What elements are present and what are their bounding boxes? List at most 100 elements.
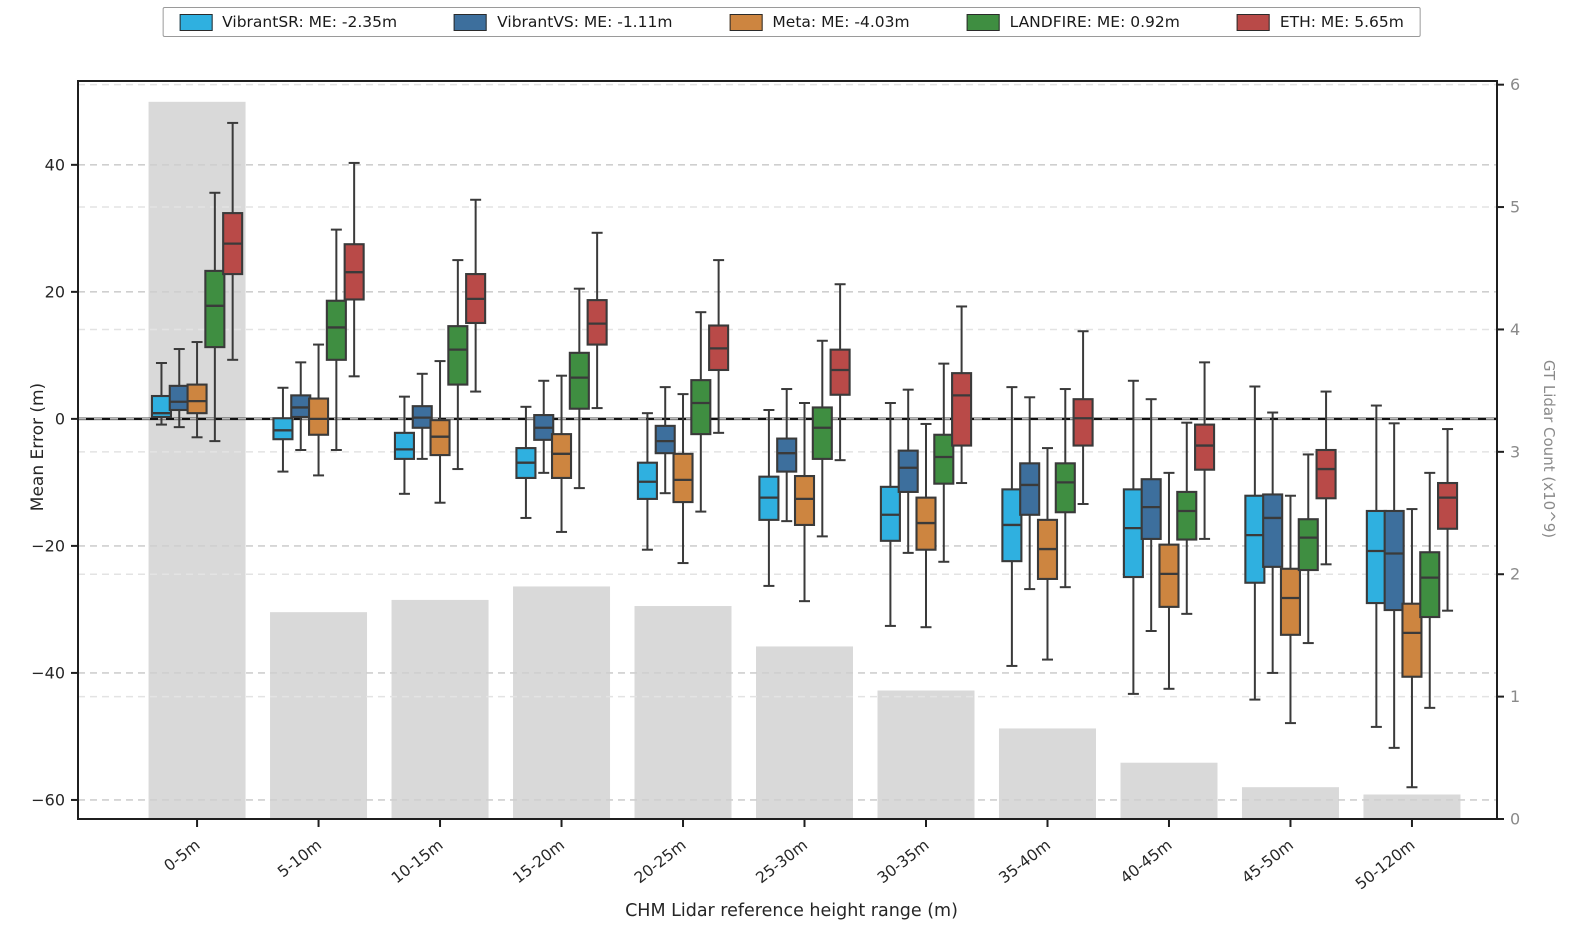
series-landfire [204,191,1441,709]
legend-item-landfire: LANDFIRE: ME: 0.92m [966,13,1180,31]
y2-tick-label: 0 [1510,810,1520,829]
bar [148,101,246,819]
vibrantsr-swatch-icon [179,13,213,31]
y2-tick-label: 4 [1510,320,1520,339]
box [1383,509,1405,612]
right-axis: 0 1 2 3 4 5 6 [1497,75,1520,829]
y2-tick-label: 2 [1510,565,1520,584]
bar [877,690,975,819]
boxplot [1279,494,1302,725]
boxplot [654,386,676,495]
boxplot [1419,471,1441,709]
box [290,394,312,419]
boxplot [690,311,712,513]
meta-swatch-icon [729,13,763,31]
boxplot [897,388,919,554]
boxplot [1437,428,1459,612]
boxplot [1054,388,1076,589]
box [307,397,330,436]
bar [1120,762,1218,819]
legend-label: Meta: ME: -4.03m [772,13,910,31]
box [1401,602,1423,678]
bar [1241,787,1339,819]
boxplot [758,408,780,587]
legend-label: LANDFIRE: ME: 0.92m [1009,13,1180,31]
boxplot [933,362,955,563]
boxplot [708,259,730,434]
boxplot [222,121,244,361]
box [654,424,676,455]
boxplot [1315,390,1337,566]
boxplot [447,259,469,471]
box [1122,488,1144,579]
boxplot [1019,396,1041,591]
boxplot [515,405,537,519]
x-tick-label: 15-20m [510,836,568,887]
bar [513,586,611,819]
boxplot [1158,471,1180,690]
boxplot [343,161,365,378]
legend-label: VibrantSR: ME: -2.35m [222,13,398,31]
bar [998,728,1096,819]
boxplot [1036,447,1059,661]
boxplot [915,422,937,629]
legend-label: VibrantVS: ME: -1.11m [497,13,673,31]
boxplot [829,283,851,462]
y-tick-label: −40 [31,663,65,682]
box [1437,481,1459,530]
y-tick-label: −20 [31,536,65,555]
x-tick-label: 45-50m [1238,836,1296,887]
boxplot [1122,379,1144,695]
box [1176,490,1198,541]
y-axis-title-left: Mean Error (m) [28,382,48,512]
box [1419,551,1441,619]
eth-swatch-icon [1236,13,1270,31]
x-tick-label: 10-15m [388,836,446,887]
box [1279,567,1302,636]
boxplot [393,395,415,495]
box [1019,462,1041,516]
box [204,269,226,349]
boxplot [1001,386,1023,667]
box [325,299,347,361]
x-tick-label: 0-5m [161,836,204,875]
series-meta [186,341,1423,789]
series-eth [222,121,1459,612]
box [776,437,798,473]
y-tick-label: 20 [45,282,65,301]
box [672,452,694,504]
boxplot [290,361,312,451]
boxplot [1365,404,1387,728]
box [586,299,608,346]
box [1244,494,1266,584]
boxplot [1072,330,1094,505]
legend-item-eth: ETH: ME: 5.65m [1236,13,1404,31]
boxplot [429,360,451,504]
legend-item-vibrantvs: VibrantVS: ME: -1.11m [454,13,672,31]
y2-tick-label: 5 [1510,198,1520,217]
vibrantvs-swatch-icon [454,13,488,31]
y-tick-label: 0 [55,409,65,428]
x-tick-label: 25-30m [752,836,810,887]
landfire-swatch-icon [966,13,1000,31]
boxplot [411,372,433,460]
y2-tick-label: 6 [1510,75,1520,94]
box [447,325,469,386]
y2-tick-label: 1 [1510,687,1520,706]
plot-border [77,80,1498,820]
boxplot [568,287,590,490]
boxplot [550,374,573,533]
box [1054,462,1076,514]
boxplot [1194,361,1216,540]
box [1158,543,1180,608]
boxplot [879,402,901,627]
box [393,431,415,460]
box [793,474,816,526]
box [168,384,190,412]
boxplot [951,305,973,485]
boxplot [1176,421,1198,615]
box [829,348,851,396]
box [1140,478,1162,540]
